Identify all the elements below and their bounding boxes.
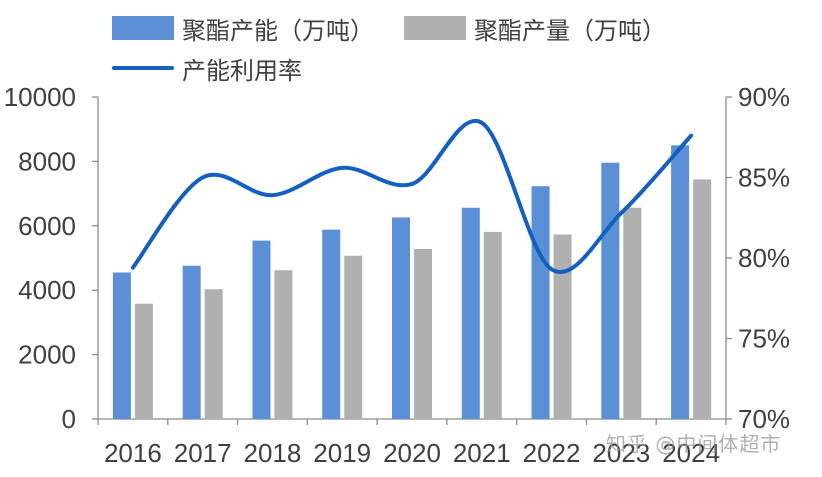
x-tick-label: 2016 [104,438,162,468]
output-bar [134,303,153,419]
right-tick-label: 80% [738,243,790,273]
capacity-bar [461,207,480,419]
legend-label-output: 聚酯产量（万吨） [474,16,666,45]
x-tick-label: 2019 [313,438,371,468]
capacity-bar [601,162,620,420]
tick-labels: 0 2000 4000 6000 8000 10000 70% 75% 80% 85% 90% 201… [4,82,790,468]
capacity-bar [182,265,201,419]
output-bar [483,231,502,419]
right-tick-label: 70% [738,404,790,434]
legend-swatch-output [404,16,466,40]
capacity-bar [671,145,690,420]
legend: 聚酯产能（万吨） 聚酯产量（万吨） 产能利用率 [112,8,696,88]
output-bar [553,234,572,419]
legend-label-utilization: 产能利用率 [182,56,302,85]
output-bar [344,255,363,419]
output-bar [274,270,293,419]
left-tick-label: 2000 [18,340,76,370]
legend-item-utilization: 产能利用率 [112,51,302,86]
legend-swatch-capacity [112,16,174,40]
legend-item-capacity: 聚酯产能（万吨） [112,11,374,46]
x-tick-label: 2020 [383,438,441,468]
capacity-bar [112,272,131,419]
left-tick-label: 0 [62,404,76,434]
legend-item-output: 聚酯产量（万吨） [404,11,666,46]
x-tick-label: 2024 [662,438,720,468]
right-tick-label: 75% [738,324,790,354]
left-tick-label: 4000 [18,275,76,305]
legend-swatch-utilization [112,66,174,70]
output-bar [623,207,642,419]
utilization-line-group [130,118,694,274]
x-tick-label: 2023 [592,438,650,468]
capacity-bar [392,217,410,419]
x-tick-label: 2018 [244,438,302,468]
x-tick-label: 2021 [453,438,511,468]
left-tick-label: 6000 [18,211,76,241]
utilization-line [130,118,694,274]
output-bar [414,248,432,419]
bars [112,145,712,420]
watermark: 知乎 @中间体超市 [606,432,782,456]
capacity-bar [322,229,341,419]
left-tick-label: 10000 [4,82,76,112]
output-bar [693,179,712,419]
left-tick-label: 8000 [18,146,76,176]
right-tick-label: 85% [738,163,790,193]
capacity-bar [531,186,550,419]
axes [92,96,732,425]
x-tick-label: 2017 [174,438,232,468]
capacity-bar [252,240,271,419]
right-tick-label: 90% [738,82,790,112]
output-bar [204,289,223,419]
x-tick-label: 2022 [523,438,581,468]
legend-label-capacity: 聚酯产能（万吨） [182,16,374,45]
